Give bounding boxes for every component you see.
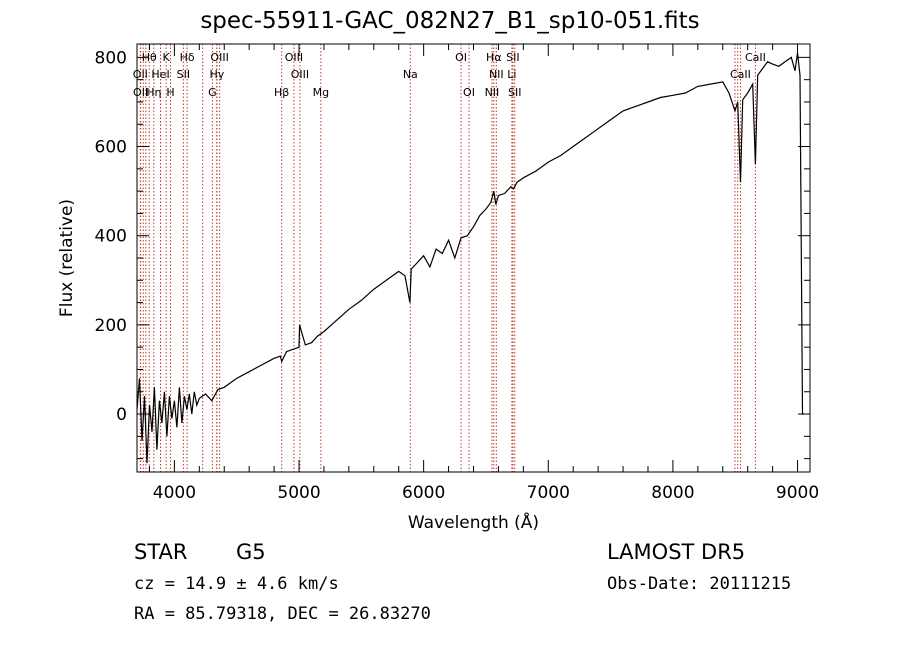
line-marker-label: Hβ <box>274 86 289 99</box>
line-marker-label: OIII <box>210 51 228 64</box>
line-marker-label: OI <box>463 86 475 99</box>
x-tick-label: 5000 <box>277 483 320 503</box>
line-marker-label: Hδ <box>180 51 195 64</box>
line-marker-label: H <box>166 86 174 99</box>
y-axis-label: Flux (relative) <box>57 199 77 317</box>
line-marker-label: CaII <box>725 0 746 3</box>
y-tick-label: 0 <box>116 405 127 425</box>
line-marker-label: CaII <box>730 68 751 81</box>
x-axis-label: Wavelength (Å) <box>408 511 539 533</box>
line-marker-label: Hη <box>146 86 161 99</box>
y-tick-label: 400 <box>95 227 127 247</box>
y-tick-label: 800 <box>95 48 127 68</box>
object-subclass: G5 <box>236 540 266 564</box>
line-marker-label: OI <box>455 51 467 64</box>
coordinates-text: RA = 85.79318, DEC = 26.83270 <box>134 604 431 624</box>
line-marker-label: HeI <box>151 68 169 81</box>
line-marker-label: OIII <box>285 51 303 64</box>
spectrum-line <box>136 52 804 464</box>
line-marker-label: CaII <box>745 51 766 64</box>
line-marker-label: NII <box>489 68 504 81</box>
line-marker-label: G <box>208 86 217 99</box>
line-marker-label: Hγ <box>209 68 224 81</box>
line-marker-label: Mg <box>313 86 329 99</box>
x-tick-label: 7000 <box>527 483 570 503</box>
line-marker-label: SII <box>177 68 190 81</box>
line-marker-label: Li <box>507 68 516 81</box>
line-marker-label: Hθ <box>142 51 157 64</box>
x-tick-label: 9000 <box>776 483 819 503</box>
line-marker-label: OIII <box>291 68 309 81</box>
line-marker-label: K <box>163 51 171 64</box>
survey-name: LAMOST DR5 <box>607 540 746 564</box>
x-tick-label: 4000 <box>153 483 196 503</box>
x-tick-label: 8000 <box>651 483 694 503</box>
line-marker-label: SII <box>506 51 519 64</box>
y-tick-label: 200 <box>95 316 127 336</box>
redshift-text: cz = 14.9 ± 4.6 km/s <box>134 574 339 594</box>
object-class: STAR <box>134 540 188 564</box>
line-marker-label: OII <box>133 68 148 81</box>
chart-title: spec-55911-GAC_082N27_B1_sp10-051.fits <box>200 8 700 34</box>
obs-date: Obs-Date: 20111215 <box>607 574 792 594</box>
plot-frame <box>136 43 811 473</box>
line-marker-label: NII <box>485 86 500 99</box>
line-marker-label: SII <box>508 86 521 99</box>
x-tick-label: 6000 <box>402 483 445 503</box>
line-marker-label: Hα <box>486 51 502 64</box>
y-tick-label: 600 <box>95 138 127 158</box>
line-marker-label: Na <box>403 68 418 81</box>
